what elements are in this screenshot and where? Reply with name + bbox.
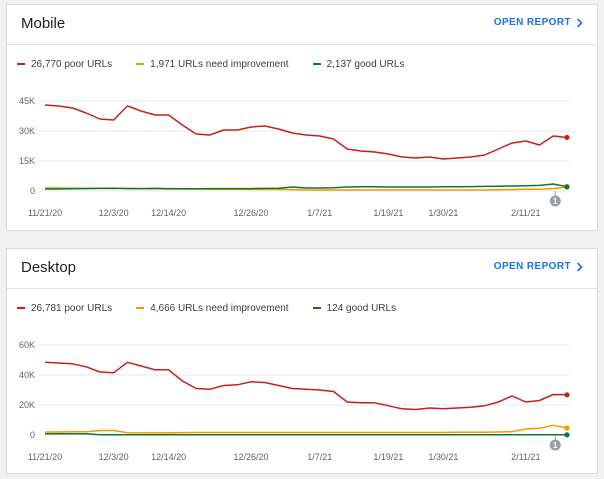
series-line [44, 104, 568, 160]
series-line [45, 424, 568, 434]
x-tick-label: 1/30/21 [428, 452, 458, 462]
annotation-marker-label: 1 [553, 441, 558, 450]
y-tick-label: 40K [19, 370, 35, 380]
y-tick-label: 20K [19, 400, 35, 410]
card-title: Mobile [21, 15, 66, 32]
series-end-point [564, 425, 570, 431]
x-tick-label: 12/14/20 [151, 208, 186, 218]
legend-label: 2,137 good URLs [326, 58, 405, 70]
open-report-label: OPEN REPORT [493, 261, 571, 272]
x-tick-label: 2/11/21 [511, 452, 540, 462]
x-tick-label: 11/21/20 [28, 452, 62, 462]
legend-swatch [136, 307, 145, 309]
chart-legend: 26,770 poor URLs 1,971 URLs need improve… [17, 57, 428, 71]
legend-item-poor[interactable]: 26,781 poor URLs [17, 303, 112, 314]
series-end-point [564, 392, 570, 398]
legend-item-good[interactable]: 2,137 good URLs [312, 58, 405, 70]
legend-label: 26,770 poor URLs [31, 58, 113, 70]
y-tick-label: 30K [19, 126, 35, 136]
y-tick-label: 45K [19, 96, 35, 106]
mobile-line-chart: 0 15K 30K 45K 11/21/20 12/3/20 12/14/20 12/26/2… [19, 96, 571, 218]
chevron-right-icon [576, 261, 583, 272]
x-tick-label: 2/11/21 [511, 208, 540, 218]
legend-label: 1,971 URLs need improvement [150, 58, 289, 70]
x-tick-label: 1/19/21 [373, 452, 403, 462]
annotation-marker [549, 439, 561, 451]
legend-label: 124 good URLs [326, 302, 397, 314]
series-line [45, 432, 568, 436]
x-tick-label: 12/14/20 [151, 452, 186, 462]
desktop-card: Desktop OPEN REPORT 26,781 poor URLs 4,6… [6, 248, 598, 474]
legend-item-good[interactable]: 124 good URLs [312, 302, 397, 314]
x-tick-label: 12/26/20 [234, 452, 269, 462]
legend-item-need-improvement[interactable]: 4,666 URLs need improvement [136, 302, 289, 314]
card-title: Desktop [21, 259, 77, 276]
x-tick-label: 1/19/21 [373, 208, 403, 218]
series-line [44, 361, 568, 411]
y-tick-label: 0 [30, 430, 35, 440]
y-tick-label: 0 [30, 186, 35, 196]
open-report-label: OPEN REPORT [493, 17, 571, 28]
legend-swatch [136, 63, 145, 65]
x-tick-label: 1/7/21 [307, 208, 332, 218]
x-tick-label: 1/7/21 [307, 452, 332, 462]
annotation-marker-label: 1 [553, 197, 558, 206]
chevron-right-icon [576, 17, 583, 28]
x-tick-label: 12/3/20 [99, 452, 129, 462]
chart-legend: 26,781 poor URLs 4,666 URLs need improve… [17, 301, 420, 315]
legend-swatch [17, 307, 25, 309]
series-end-point [564, 184, 570, 190]
legend-item-need-improvement[interactable]: 1,971 URLs need improvement [136, 58, 289, 70]
legend-item-poor[interactable]: 26,770 poor URLs [17, 59, 112, 70]
open-report-link[interactable]: OPEN REPORT [494, 17, 583, 28]
series-line [45, 183, 568, 190]
y-tick-label: 60K [19, 340, 35, 350]
card-header: Mobile OPEN REPORT [7, 5, 597, 45]
legend-swatch [312, 307, 321, 309]
x-tick-label: 1/30/21 [428, 208, 458, 218]
series-end-point [564, 134, 570, 141]
mobile-card: Mobile OPEN REPORT 26,770 poor URLs 1,97… [6, 4, 598, 231]
legend-swatch [312, 63, 321, 65]
legend-label: 4,666 URLs need improvement [150, 302, 289, 314]
annotation-marker [549, 195, 561, 207]
legend-label: 26,781 poor URLs [31, 302, 113, 314]
legend-swatch [17, 63, 25, 65]
x-tick-label: 12/26/20 [234, 208, 269, 218]
series-end-point [564, 432, 570, 438]
card-header: Desktop OPEN REPORT [7, 249, 597, 289]
y-tick-label: 15K [19, 156, 35, 166]
x-tick-label: 12/3/20 [99, 208, 129, 218]
desktop-line-chart: 0 20K 40K 60K 11/21/20 12/3/20 12/14/20 12/26/2… [19, 340, 571, 462]
open-report-link[interactable]: OPEN REPORT [494, 261, 583, 272]
x-tick-label: 11/21/20 [28, 208, 62, 218]
